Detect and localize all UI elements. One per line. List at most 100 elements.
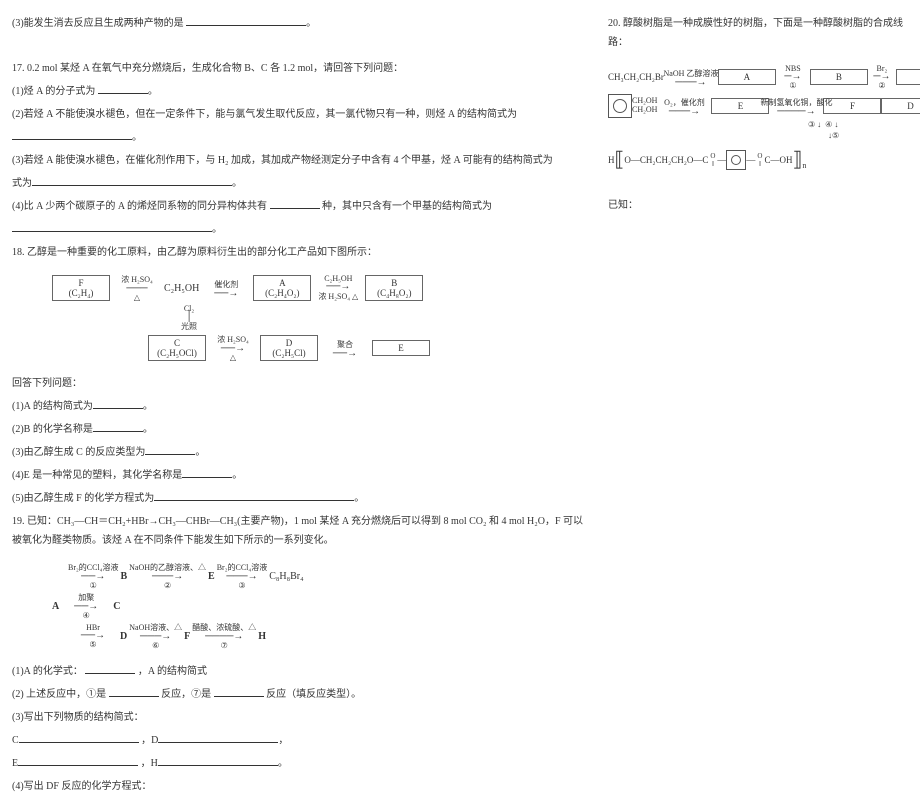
blank [154,490,354,501]
left-column: (3)能发生消去反应且生成两种产物的是 。 17. 0.2 mol 某烃 A 在… [12,12,584,798]
benzene-ring-icon [608,94,632,118]
q19-2c: 反应（填反应类型）。 [266,689,361,700]
q17-2: (2)若烃 A 不能使溴水褪色，但在一定条件下，能与氯气发生取代反应，其一氯代物… [12,105,584,124]
q18-5: (5)由乙醇生成 F 的化学方程式为 [12,493,154,504]
box-D: D [881,98,920,114]
node-C: C [113,601,120,612]
prod-mid: O—CH₂CH₂CH₂O—C [624,155,708,165]
c2h5oh: C₂H₅OH [164,283,199,294]
n5-label: ⑤ [832,131,839,140]
arrow-n: ① [90,581,97,590]
q19-1: (1)A 的化学式： [12,666,83,677]
blank [109,686,159,697]
blank [145,444,195,455]
q17-4a-text: (4)比 A 少两个碳原子的 A 的烯烃同系物的同分异构体共有 [12,201,267,212]
q18-intro: 18. 乙醇是一种重要的化工原料，由乙醇为原料衍生出的部分化工产品如下图所示： [12,243,584,262]
blank [158,732,278,743]
node-A: A [52,601,59,612]
node-E: E [208,571,215,582]
box-C: C (C₂H₅OCl) [148,335,206,361]
q17-1-text: (1)烃 A 的分子式为 [12,86,95,97]
diagram-19: Br₂的CCl₄溶液──→① B NaOH的乙醇溶液、△───→② E Br₂的… [52,560,584,652]
node-H: H [258,631,266,642]
q20-intro: 20. 醇酸树脂是一种成膜性好的树脂，下面是一种醇酸树脂的合成线路： [608,14,908,52]
arrow: Br₂的CCl₄溶液───→③ [217,562,267,590]
prod-O2: O [757,152,762,160]
blank [214,686,264,697]
q17-4: (4)比 A 少两个碳原子的 A 的烯烃同系物的同分异构体共有 种，其中只含有一… [12,197,584,216]
box-A: A [718,69,776,85]
arrow: NaOH 乙醇溶液───→ [666,68,716,87]
q17-1: (1)烃 A 的分子式为 。 [12,82,584,101]
arrow: Br₂─→② [870,64,894,90]
q18-back: 回答下列问题： [12,374,584,393]
right-column: 20. 醇酸树脂是一种成膜性好的树脂，下面是一种醇酸树脂的合成线路： CH₃CH… [608,12,908,798]
arrow-n: ⑤ [89,640,96,649]
blank [270,198,320,209]
box-A-label: A (C₂H₄O₂) [260,278,304,298]
q18-1: (1)A 的结构简式为 [12,401,93,412]
q17-3-text: (3)若烃 A 能使溴水褪色，在催化剂作用下，与 H₂ 加成，其加成产物经测定分… [12,155,553,166]
diagram-20: CH₃CH₂CH₂Br NaOH 乙醇溶液───→ A NBS─→① B Br₂… [608,62,908,170]
arrow: 浓 H₂SO₄───△ [112,274,162,302]
blank [19,732,139,743]
arrow-n: ① [789,81,796,90]
arrow-bot: △ [134,293,140,302]
prod-O1: O [710,152,715,160]
arrow: 醋酸、浓硫酸、△────→⑦ [192,622,256,650]
arrow: NaOH溶液、△───→⑥ [129,622,182,650]
node-G: C₈H₈Br₄ [269,571,303,582]
box-B-label: B (C₄H₈O₂) [372,278,416,298]
arrow: 加聚──→④ [61,592,111,620]
q18-4: (4)E 是一种常见的塑料，其化学名称是 [12,470,182,481]
blank [18,755,138,766]
q3: (3)能发生消去反应且生成两种产物的是 。 [12,14,584,33]
arrow-bot: △ [230,353,236,362]
q19-2b: 反应，⑦是 [161,689,211,700]
box-C-label: C (C₂H₅OCl) [155,338,199,358]
q17-2-text: (2)若烃 A 不能使溴水褪色，但在一定条件下，能与氯气发生取代反应，其一氯代物… [12,109,517,120]
q17-intro: 17. 0.2 mol 某烃 A 在氧气中充分燃烧后，生成化合物 B、C 各 1… [12,59,584,78]
arrow-n: ④ [83,611,90,620]
box-B: B (C₄H₈O₂) [365,275,423,301]
q18-3: (3)由乙醇生成 C 的反应类型为 [12,447,145,458]
arrow: O₂，催化剂───→ [659,97,709,116]
q17-4b-text: 种，其中只含有一个甲基的结构简式为 [322,201,492,212]
blank [93,421,143,432]
q19-intro: 19. 已知：CH₃—CH＝CH₂+HBr→CH₃—CHBr—CH₃(主要产物)… [12,512,584,550]
q17-3: (3)若烃 A 能使溴水褪色，在催化剂作用下，与 H₂ 加成，其加成产物经测定分… [12,151,584,170]
blank [98,83,148,94]
q19-3: (3)写出下列物质的结构简式： [12,708,584,727]
box-C: C [896,69,920,85]
q19-4: (4)写出 DF 反应的化学方程式： [12,777,584,796]
arrow-n: ② [878,81,885,90]
node-D: D [120,631,127,642]
arrow-n: ② [164,581,171,590]
blank [12,129,132,140]
node-F: F [184,631,190,642]
ring-subst: CH₂OHCH₂OH [632,97,657,115]
q3-text: (3)能发生消去反应且生成两种产物的是 [12,18,184,29]
blank [182,467,232,478]
box-D: D (C₂H₅Cl) [260,335,318,361]
product-structure: H ⟦ O—CH₂CH₂CH₂O—C O ‖ — — O ‖ C—OH ⟧ n [608,150,908,170]
box-E: E [372,340,430,356]
q19-3H: ，H [141,758,158,769]
arrow-bot: 光照 [181,321,197,332]
blank [186,15,306,26]
blank [32,175,232,186]
q19-1b: ，A 的结构简式 [138,666,207,677]
diagram-18: F (C₂H₄) 浓 H₂SO₄───△ C₂H₅OH 催化剂──→ A (C₂… [52,272,584,364]
blank [12,221,212,232]
arrow: HBr──→⑤ [68,623,118,649]
blank [85,663,135,674]
arrow: 浓 H₂SO₄──→△ [208,334,258,362]
box-F: F (C₂H₄) [52,275,110,301]
q19-2a: (2) 上述反应中，①是 [12,689,106,700]
down-arrows: ③ ↓ ④ ↓ [808,120,908,129]
q18-2: (2)B 的化学名称是 [12,424,93,435]
n4: ④ [825,120,832,129]
arrow: NBS─→① [778,64,808,90]
known-label: 已知： [608,196,908,215]
arrow: C₂H₅OH──→浓 H₂SO₄ △ [313,274,363,302]
